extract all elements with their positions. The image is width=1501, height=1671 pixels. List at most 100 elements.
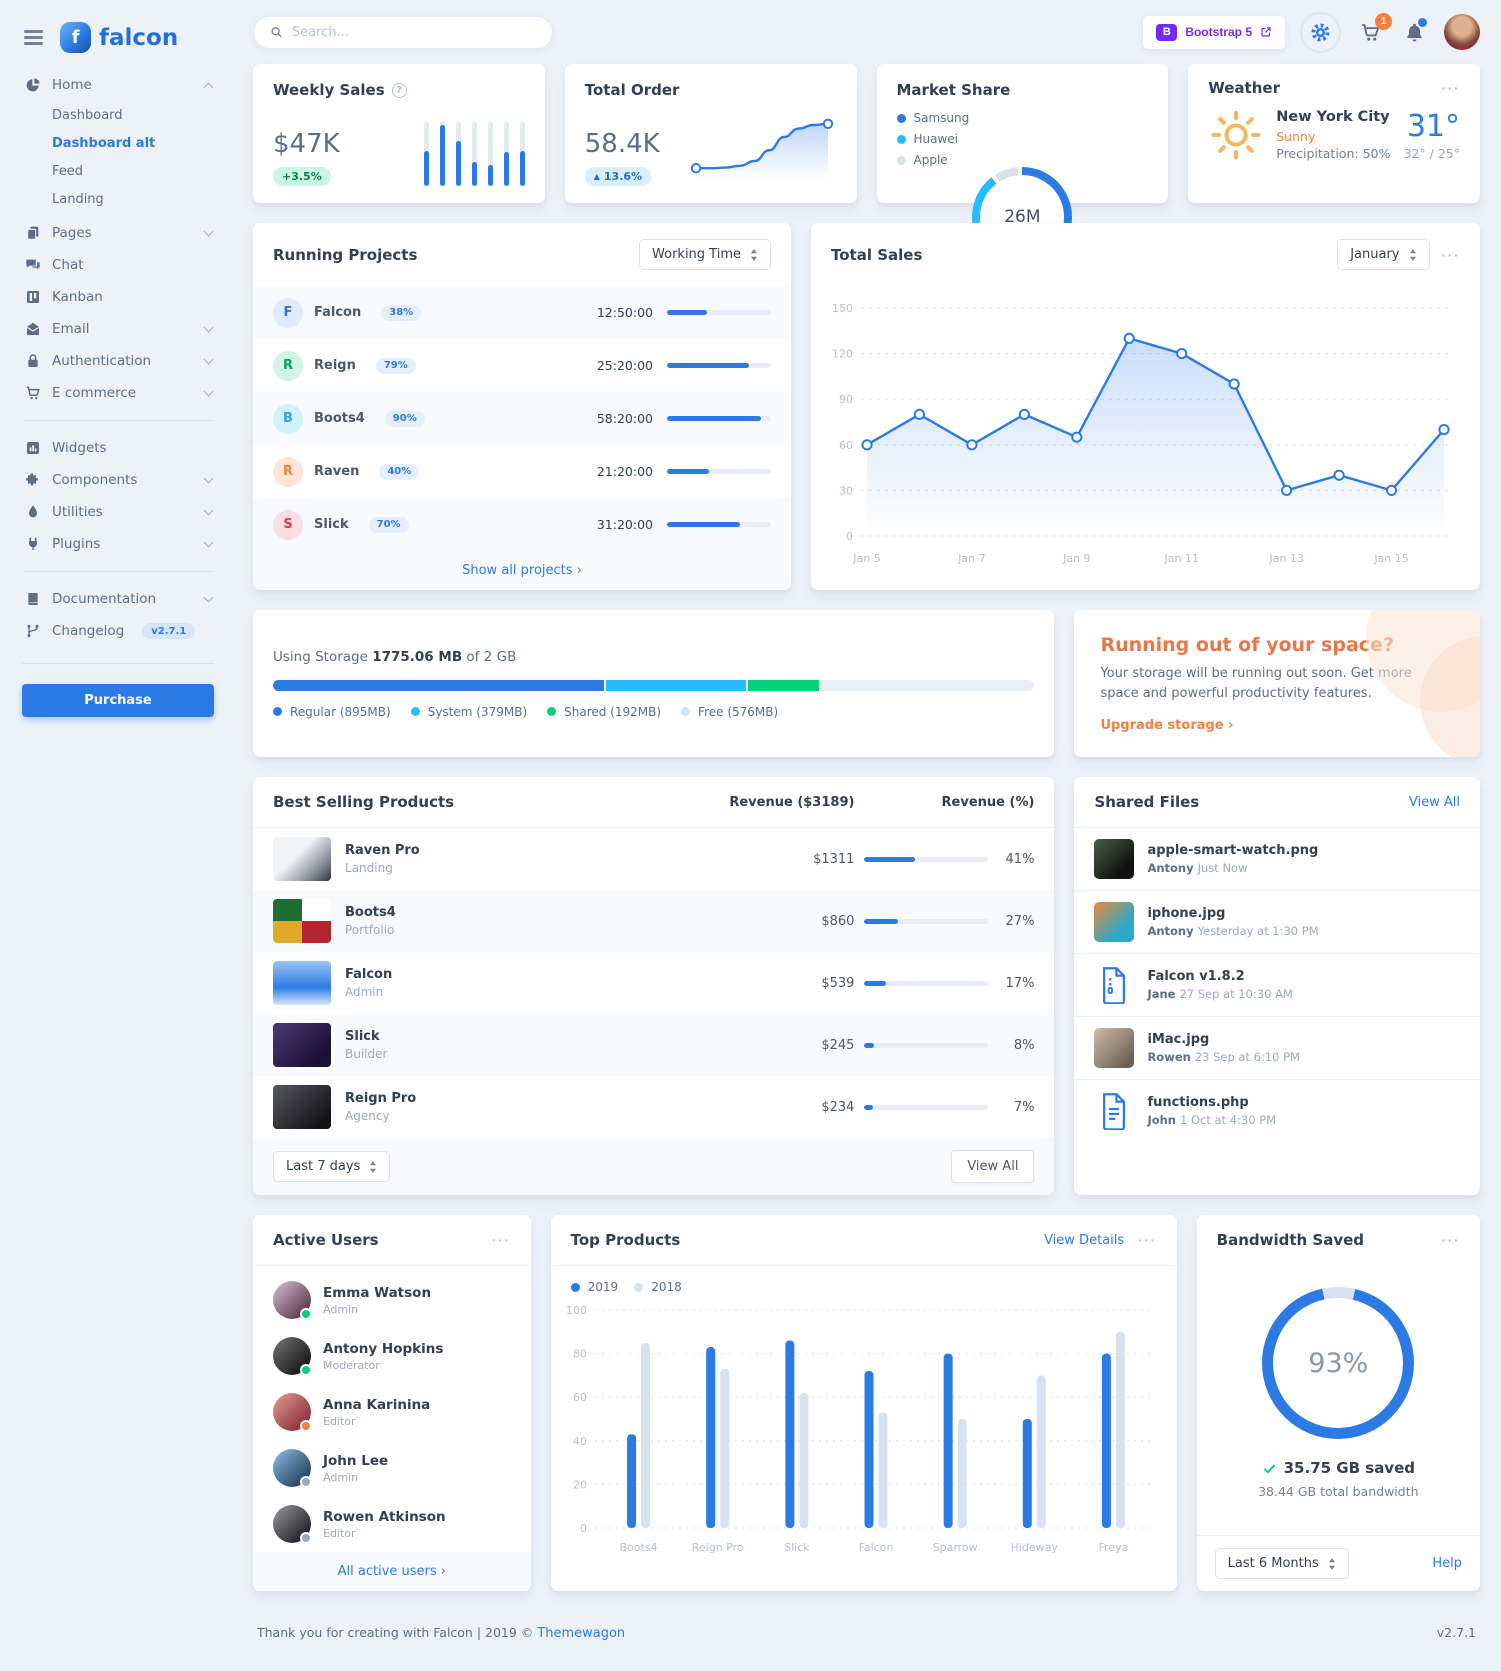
product-name[interactable]: Boots4 (345, 905, 396, 921)
file-meta: Rowen 23 Sep at 6:10 PM (1147, 1050, 1300, 1065)
legend-item-2018[interactable]: 2018 (634, 1280, 682, 1294)
product-name[interactable]: Reign Pro (345, 1091, 417, 1107)
file-name[interactable]: Falcon v1.8.2 (1147, 969, 1245, 985)
file-row-iphone-jpg: iphone.jpg Antony Yesterday at 1:30 PM (1074, 890, 1480, 953)
purchase-button[interactable]: Purchase (22, 684, 214, 717)
active-users-card: Active Users ··· Emma Watson Admin Antony … (253, 1215, 531, 1592)
svg-text:80: 80 (573, 1348, 587, 1361)
ellipsis-menu-icon[interactable]: ··· (1441, 1232, 1460, 1249)
project-row-boots4: B Boots4 90% 58:20:00 (253, 392, 791, 445)
ellipsis-menu-icon[interactable]: ··· (1138, 1232, 1157, 1249)
search-input-wrap[interactable] (253, 15, 553, 49)
search-input[interactable] (291, 24, 536, 40)
sidebar-item-label: Kanban (52, 289, 103, 305)
view-all-button[interactable]: View All (951, 1150, 1035, 1184)
bell-icon (1407, 23, 1422, 41)
user-role: Editor (323, 1526, 356, 1540)
date-range-select[interactable]: Last 7 days (273, 1151, 391, 1183)
sidebar-item-authentication[interactable]: Authentication (22, 345, 214, 377)
sidebar-item-landing[interactable]: Landing (52, 191, 104, 207)
sidebar-item-pages[interactable]: Pages (22, 217, 214, 249)
project-progress-badge: 40% (379, 463, 420, 480)
sidebar-item-home[interactable]: Home (22, 69, 214, 101)
weather-precipitation: Precipitation: 50% (1276, 146, 1391, 161)
menu-toggle-button[interactable] (22, 23, 45, 53)
cart-button[interactable]: 1 (1356, 12, 1392, 47)
product-name[interactable]: Raven Pro (345, 843, 420, 859)
bandwidth-percent: 93% (1308, 1347, 1369, 1379)
sidebar-item-dashboard[interactable]: Dashboard (52, 107, 123, 123)
month-select[interactable]: January (1337, 239, 1430, 270)
project-avatar: R (273, 456, 303, 487)
weather-card: Weather ··· New York City Sunny Precipit… (1188, 64, 1480, 203)
product-thumbnail (273, 899, 331, 944)
file-thumbnail (1094, 1028, 1135, 1069)
themewagon-link[interactable]: Themewagon (537, 1626, 626, 1642)
sidebar-item-utilities[interactable]: Utilities (22, 496, 214, 528)
status-dot (300, 1420, 312, 1433)
notifications-button[interactable] (1400, 17, 1429, 47)
file-name[interactable]: functions.php (1147, 1095, 1249, 1111)
project-name[interactable]: Raven (314, 464, 360, 479)
user-name[interactable]: John Lee (323, 1452, 389, 1469)
product-category: Landing (345, 861, 393, 876)
sidebar-item-kanban[interactable]: Kanban (22, 281, 214, 313)
file-name[interactable]: iMac.jpg (1147, 1032, 1210, 1048)
user-name[interactable]: Emma Watson (323, 1284, 432, 1301)
show-all-projects-link[interactable]: Show all projects › (462, 563, 582, 578)
upgrade-storage-link[interactable]: Upgrade storage › (1100, 718, 1234, 734)
user-name[interactable]: Rowen Atkinson (323, 1508, 446, 1525)
sidebar-item-documentation[interactable]: Documentation (22, 583, 214, 615)
help-link[interactable]: Help (1432, 1556, 1462, 1572)
all-active-users-link[interactable]: All active users › (337, 1564, 446, 1580)
settings-button[interactable] (1300, 11, 1341, 53)
sidebar-item-dashboard-alt[interactable]: Dashboard alt (52, 135, 156, 151)
sidebar-item-feed[interactable]: Feed (52, 163, 84, 179)
file-meta: Jane 27 Sep at 10:30 AM (1147, 987, 1293, 1002)
chat-icon (24, 257, 41, 273)
falcon-logo[interactable]: f falcon (60, 22, 178, 53)
project-name[interactable]: Reign (314, 358, 356, 373)
working-time-select[interactable]: Working Time (639, 239, 771, 270)
file-name[interactable]: apple-smart-watch.png (1147, 843, 1319, 859)
view-details-link[interactable]: View Details (1044, 1232, 1125, 1248)
footer-version: v2.7.1 (1436, 1625, 1476, 1641)
chevron-right-icon: › (1228, 718, 1234, 734)
bootstrap-badge[interactable]: B Bootstrap 5 (1143, 15, 1285, 49)
top-products-legend: 2019 2018 (551, 1266, 1177, 1296)
ellipsis-menu-icon[interactable]: ··· (1441, 246, 1460, 263)
svg-text:Slick: Slick (784, 1541, 810, 1554)
chevron-down-icon (203, 354, 214, 365)
months-select[interactable]: Last 6 Months (1214, 1548, 1349, 1580)
project-name[interactable]: Boots4 (314, 411, 365, 426)
product-row-slick: Slick Builder $245 8% (253, 1014, 1055, 1077)
file-name[interactable]: iphone.jpg (1147, 906, 1226, 922)
sidebar-item-chat[interactable]: Chat (22, 249, 214, 281)
market-share-total: 26M (1004, 207, 1041, 227)
legend-item-2019[interactable]: 2019 (570, 1280, 618, 1294)
product-name[interactable]: Falcon (345, 967, 393, 983)
svg-text:Reign Pro: Reign Pro (691, 1541, 743, 1554)
file-meta: John 1 Oct at 4:30 PM (1147, 1113, 1277, 1128)
file-row-imac-jpg: iMac.jpg Rowen 23 Sep at 6:10 PM (1074, 1016, 1480, 1079)
user-avatar[interactable] (1444, 14, 1480, 50)
project-name[interactable]: Slick (314, 517, 349, 532)
ellipsis-menu-icon[interactable]: ··· (1441, 80, 1460, 96)
project-name[interactable]: Falcon (314, 305, 362, 320)
product-name[interactable]: Slick (345, 1029, 380, 1045)
help-icon[interactable]: ? (391, 82, 407, 98)
email-icon (24, 321, 41, 337)
ellipsis-menu-icon[interactable]: ··· (492, 1232, 511, 1249)
widgets-icon (24, 440, 41, 456)
sidebar-item-widgets[interactable]: Widgets (22, 432, 214, 464)
view-all-files-link[interactable]: View All (1408, 794, 1460, 810)
sidebar-item-email[interactable]: Email (22, 313, 214, 345)
user-name[interactable]: Anna Karinina (323, 1396, 431, 1413)
file-meta: Antony Just Now (1147, 861, 1248, 876)
product-revenue: $245 (821, 1037, 855, 1053)
sidebar-item-changelog[interactable]: Changelog v2.7.1 (22, 615, 214, 647)
user-name[interactable]: Antony Hopkins (323, 1340, 444, 1357)
sidebar-item-e-commerce[interactable]: E commerce (22, 377, 214, 409)
sidebar-item-plugins[interactable]: Plugins (22, 528, 214, 560)
sidebar-item-components[interactable]: Components (22, 464, 214, 496)
